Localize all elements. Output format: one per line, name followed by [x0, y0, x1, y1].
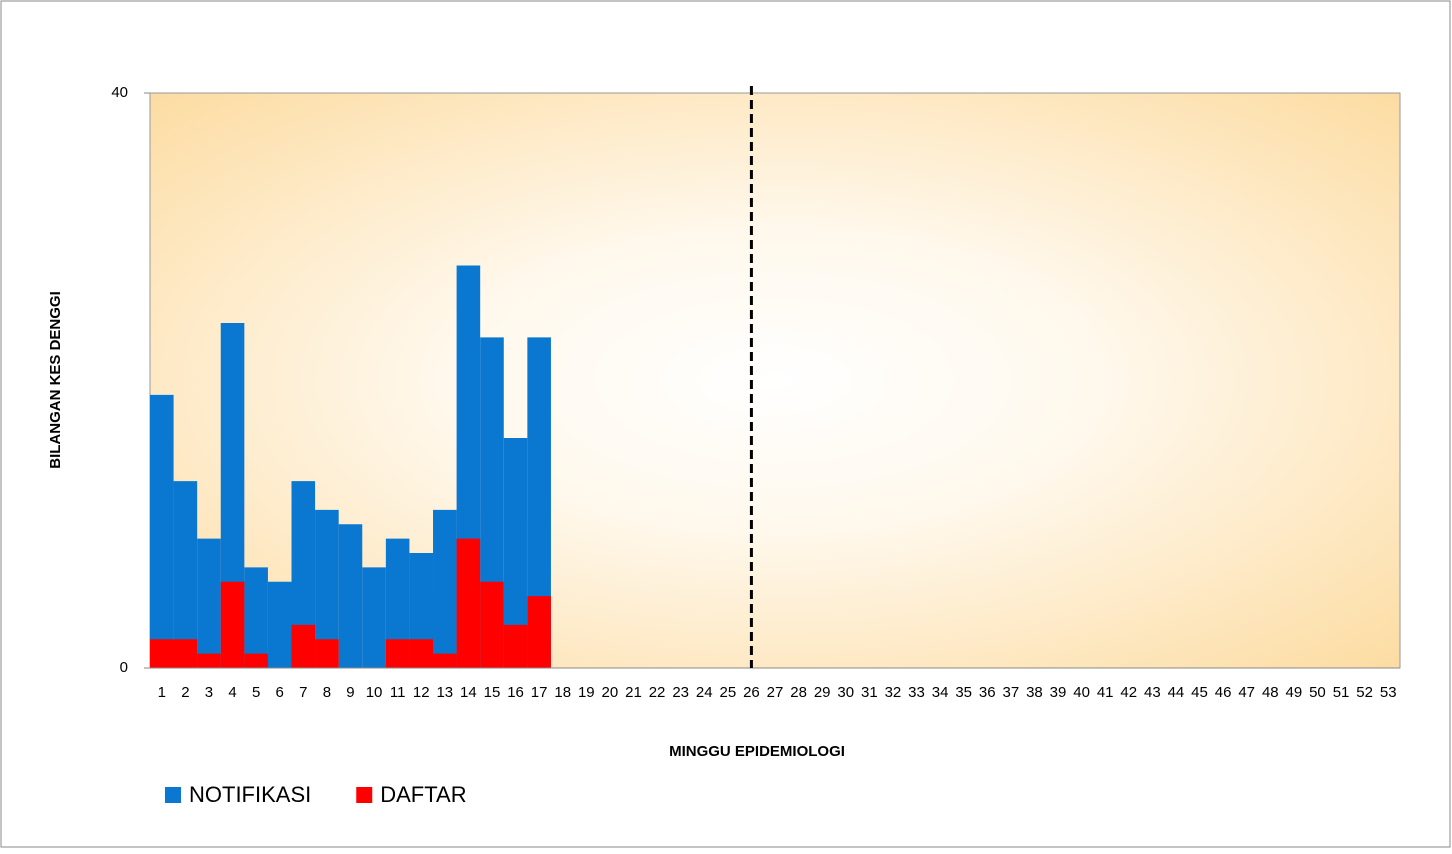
- bar: [527, 596, 551, 668]
- x-tick-label: 17: [531, 684, 548, 701]
- bar: [527, 337, 551, 668]
- x-tick-label: 37: [1003, 684, 1020, 701]
- bar: [173, 481, 198, 668]
- x-tick-label: 16: [507, 684, 524, 701]
- y-tick-label: 0: [120, 659, 128, 676]
- legend-label: NOTIFIKASI: [189, 782, 311, 807]
- bar: [385, 639, 410, 668]
- x-tick-label: 11: [390, 684, 406, 701]
- x-tick-label: 22: [649, 684, 666, 701]
- x-tick-label: 32: [885, 684, 902, 701]
- bar: [456, 538, 481, 668]
- x-tick-label: 46: [1215, 684, 1232, 701]
- x-tick-label: 50: [1309, 684, 1326, 701]
- bar: [480, 581, 504, 668]
- x-tick-label: 12: [413, 684, 430, 701]
- x-tick-label: 19: [578, 684, 595, 701]
- x-tick-label: 40: [1073, 684, 1090, 701]
- y-tick-label: 40: [111, 84, 128, 101]
- bar: [338, 524, 363, 668]
- x-tick-label: 21: [625, 684, 642, 701]
- y-axis-title: BILANGAN KES DENGGI: [47, 291, 64, 469]
- x-tick-label: 53: [1380, 684, 1397, 701]
- bar: [220, 581, 245, 668]
- x-tick-label: 25: [719, 684, 736, 701]
- legend-label: DAFTAR: [380, 782, 466, 807]
- x-tick-label: 10: [366, 684, 383, 701]
- bar: [197, 653, 221, 668]
- x-tick-label: 2: [181, 684, 189, 701]
- x-tick-label: 4: [228, 684, 236, 701]
- legend-swatch: [165, 787, 181, 803]
- x-tick-label: 51: [1333, 684, 1350, 701]
- bar: [409, 639, 434, 668]
- x-tick-label: 7: [299, 684, 307, 701]
- bar: [291, 624, 316, 668]
- x-tick-label: 13: [436, 684, 453, 701]
- x-tick-label: 3: [205, 684, 213, 701]
- x-tick-label: 23: [672, 684, 689, 701]
- x-tick-label: 1: [158, 684, 166, 701]
- x-tick-label: 20: [602, 684, 619, 701]
- x-tick-label: 35: [955, 684, 972, 701]
- x-tick-label: 30: [837, 684, 854, 701]
- x-tick-label: 45: [1191, 684, 1208, 701]
- x-tick-label: 41: [1097, 684, 1114, 701]
- x-tick-label: 49: [1286, 684, 1303, 701]
- legend-swatch: [356, 787, 373, 803]
- bar: [291, 481, 316, 668]
- x-tick-label: 28: [790, 684, 807, 701]
- x-tick-label: 39: [1050, 684, 1067, 701]
- bar: [503, 438, 528, 668]
- bar: [433, 653, 457, 668]
- bar: [433, 509, 457, 668]
- x-tick-label: 9: [346, 684, 354, 701]
- x-tick-label: 31: [861, 684, 878, 701]
- x-tick-label: 38: [1026, 684, 1043, 701]
- bar: [315, 509, 339, 668]
- x-axis-title: MINGGU EPIDEMIOLOGI: [669, 743, 845, 760]
- x-tick-label: 52: [1356, 684, 1373, 701]
- bar: [503, 624, 528, 668]
- bar: [385, 538, 410, 668]
- x-tick-label: 18: [554, 684, 571, 701]
- x-tick-label: 48: [1262, 684, 1279, 701]
- x-tick-label: 47: [1238, 684, 1255, 701]
- x-tick-label: 43: [1144, 684, 1161, 701]
- x-tick-label: 26: [743, 684, 760, 701]
- x-tick-label: 15: [484, 684, 501, 701]
- x-tick-label: 14: [460, 684, 477, 701]
- bar: [150, 394, 174, 668]
- x-tick-label: 33: [908, 684, 925, 701]
- x-tick-label: 5: [252, 684, 260, 701]
- bar: [173, 639, 198, 668]
- bar: [150, 639, 174, 668]
- x-tick-label: 34: [932, 684, 949, 701]
- bar: [244, 567, 268, 668]
- x-tick-label: 44: [1168, 684, 1185, 701]
- bar: [267, 581, 292, 668]
- x-tick-label: 27: [767, 684, 784, 701]
- bar: [197, 538, 221, 668]
- x-tick-label: 42: [1120, 684, 1137, 701]
- x-tick-label: 36: [979, 684, 996, 701]
- x-tick-label: 6: [276, 684, 284, 701]
- bar: [315, 639, 339, 668]
- bar: [362, 567, 386, 668]
- x-tick-label: 8: [323, 684, 331, 701]
- x-tick-label: 29: [814, 684, 831, 701]
- bar: [244, 653, 268, 668]
- x-tick-label: 24: [696, 684, 713, 701]
